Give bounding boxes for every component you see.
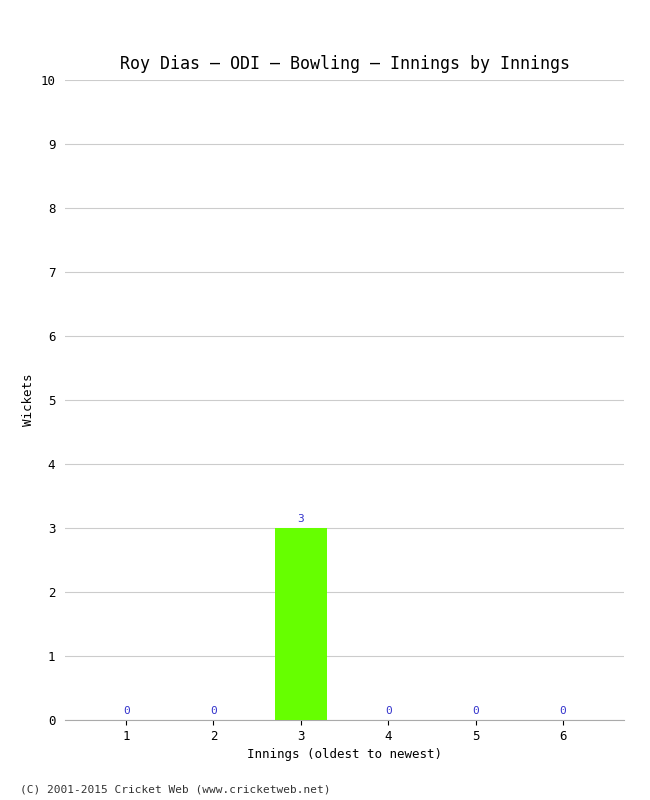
Y-axis label: Wickets: Wickets (21, 374, 34, 426)
Text: (C) 2001-2015 Cricket Web (www.cricketweb.net): (C) 2001-2015 Cricket Web (www.cricketwe… (20, 784, 330, 794)
Text: 0: 0 (123, 706, 129, 716)
Text: 3: 3 (298, 514, 304, 524)
Text: 0: 0 (472, 706, 479, 716)
Text: 0: 0 (210, 706, 217, 716)
X-axis label: Innings (oldest to newest): Innings (oldest to newest) (247, 748, 442, 762)
Bar (274, 528, 327, 720)
Text: 0: 0 (385, 706, 391, 716)
Title: Roy Dias – ODI – Bowling – Innings by Innings: Roy Dias – ODI – Bowling – Innings by In… (120, 55, 569, 73)
Text: 0: 0 (560, 706, 566, 716)
